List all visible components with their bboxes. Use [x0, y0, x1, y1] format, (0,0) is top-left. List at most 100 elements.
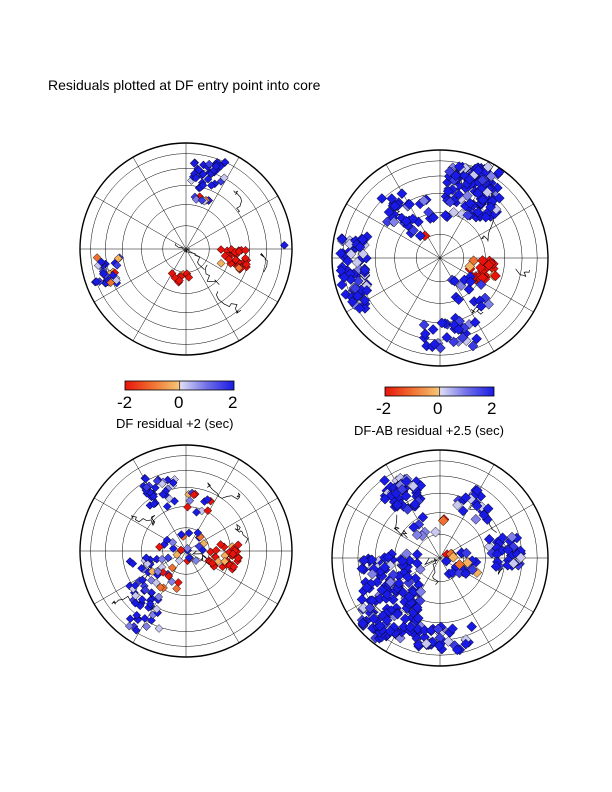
residual-diamond [440, 209, 451, 221]
residual-diamond [418, 319, 430, 331]
residual-diamond [371, 576, 383, 588]
residual-points [90, 157, 289, 288]
residual-diamond [408, 225, 419, 236]
residual-diamond [449, 275, 460, 287]
residual-diamond [137, 563, 146, 573]
residual-diamond [342, 255, 354, 267]
residual-diamond [354, 302, 365, 314]
residual-diamond [170, 273, 180, 283]
residual-diamond [401, 476, 412, 487]
residual-diamond [415, 586, 427, 598]
residual-diamond [437, 515, 449, 527]
residual-diamond [194, 165, 204, 175]
residual-diamond [448, 336, 459, 348]
colorbar-df-ab-tick-min: -2 [376, 399, 392, 418]
residual-diamond [442, 185, 454, 197]
coastlines [97, 190, 268, 314]
residual-diamond [364, 602, 376, 614]
residual-diamond [197, 506, 207, 516]
residual-diamond [356, 594, 368, 605]
residual-diamond [220, 157, 230, 167]
residual-diamond [429, 338, 441, 350]
colorbar-df-ab-tick-max: 2 [487, 399, 497, 418]
residual-diamond [336, 279, 348, 291]
coastlines [111, 482, 249, 605]
residual-diamond [130, 598, 140, 608]
residual-diamond [106, 278, 116, 287]
residual-diamond [192, 507, 201, 517]
residual-diamond [471, 500, 483, 512]
residual-diamond [141, 553, 151, 563]
residual-diamond [419, 328, 431, 340]
residual-diamond [397, 555, 408, 567]
colorbar-df-ab-tick-mid: 0 [433, 399, 443, 418]
residual-diamond [228, 549, 238, 559]
residual-diamond [382, 551, 394, 563]
residual-diamond [175, 556, 184, 566]
residual-diamond [508, 558, 519, 569]
residual-diamond [451, 644, 463, 656]
residual-diamond [198, 180, 208, 190]
residual-diamond [464, 261, 476, 272]
graticule [80, 143, 292, 355]
residual-diamond [460, 638, 472, 650]
residual-diamond [430, 526, 441, 538]
residual-diamond [131, 625, 141, 635]
residual-diamond [231, 255, 241, 265]
colorbar-df [124, 380, 235, 391]
residual-diamond [203, 495, 212, 505]
residual-diamond [185, 496, 195, 506]
residual-diamond [220, 556, 230, 566]
residual-diamond [396, 212, 408, 224]
residual-diamond [359, 264, 371, 276]
residual-diamond [381, 589, 393, 601]
residual-diamond [191, 556, 201, 565]
residual-diamond [507, 541, 519, 553]
residual-diamond [142, 622, 151, 631]
residual-points [335, 161, 505, 354]
colorbar-df-tick-mid: 0 [174, 393, 184, 412]
residual-diamond [467, 340, 479, 352]
map-bottom-left-north-pole [79, 444, 293, 658]
residual-diamond [112, 260, 122, 270]
residual-diamond [433, 640, 445, 651]
residual-diamond [447, 567, 458, 578]
residual-diamond [184, 553, 194, 563]
residual-diamond [358, 555, 370, 566]
residual-diamond [125, 614, 135, 624]
residual-diamond [471, 333, 482, 345]
residual-diamond [443, 636, 454, 647]
residual-diamond [335, 248, 347, 259]
residual-diamond [128, 559, 138, 568]
residual-diamond [216, 245, 226, 254]
coastlines [394, 169, 530, 315]
residual-diamond [472, 206, 484, 218]
residual-diamond [400, 490, 412, 502]
residual-diamond [233, 553, 243, 563]
residual-diamond [469, 317, 481, 328]
residual-diamond [407, 480, 419, 492]
residual-diamond [462, 557, 473, 569]
residual-diamond [415, 480, 427, 491]
residual-diamond [440, 555, 452, 567]
map-top-right-south-pole [331, 149, 549, 367]
residual-diamond [421, 638, 432, 650]
residual-diamond [388, 216, 400, 228]
residual-diamond [428, 212, 439, 223]
residual-diamond [432, 623, 444, 635]
residual-diamond [154, 624, 164, 633]
residual-diamond [152, 476, 162, 486]
residual-diamond [497, 532, 508, 544]
residual-diamond [162, 535, 172, 545]
residual-diamond [408, 522, 420, 533]
residual-diamond [349, 283, 361, 294]
map-bottom-right-north-pole [331, 449, 549, 667]
residual-diamond [374, 620, 386, 632]
residual-diamond [399, 613, 411, 625]
residual-diamond [466, 621, 478, 633]
residual-diamond [401, 548, 413, 560]
residual-diamond [219, 173, 229, 183]
residual-diamond [145, 599, 155, 609]
residual-diamond [138, 575, 147, 585]
residual-diamond [361, 285, 373, 296]
